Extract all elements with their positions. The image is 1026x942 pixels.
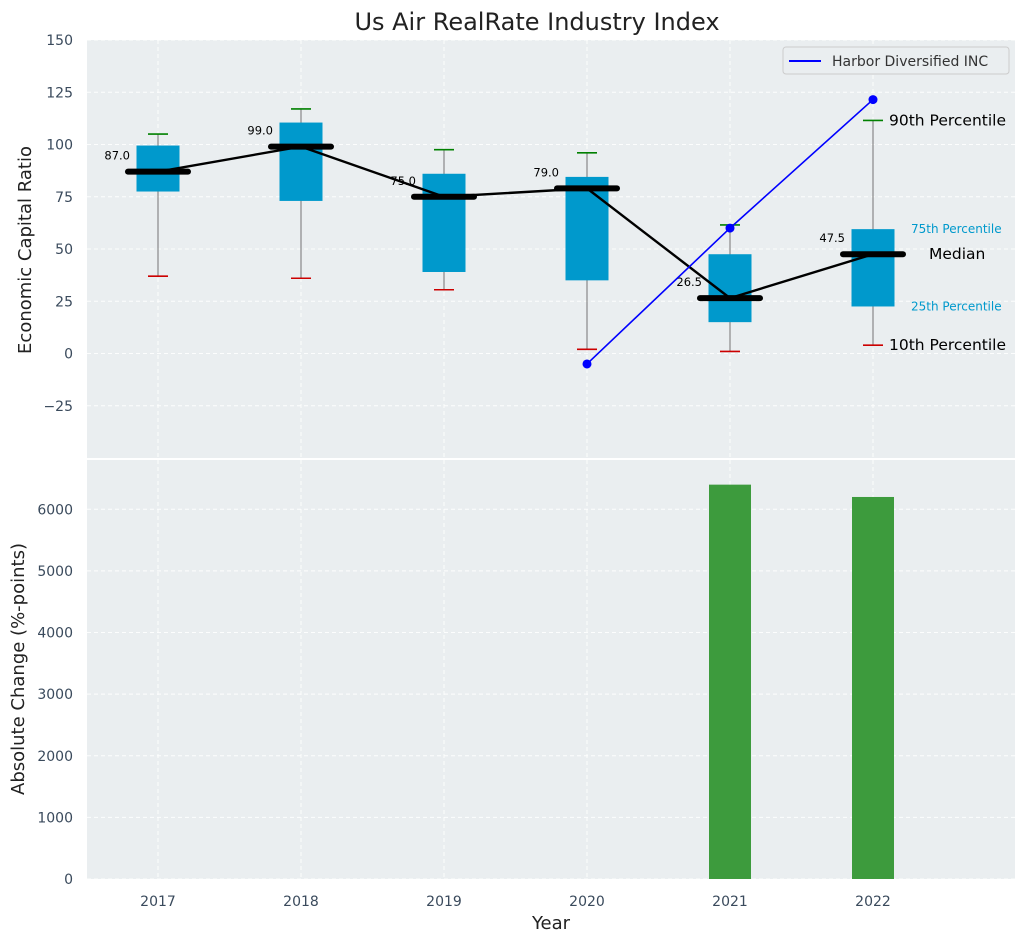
top-y-tick-label: 150 — [46, 33, 73, 49]
company-series — [582, 95, 878, 369]
annotation-p25: 25th Percentile — [911, 299, 1002, 313]
iqr-box — [708, 254, 752, 323]
x-tick-label: 2017 — [140, 894, 176, 910]
x-tick-label: 2019 — [426, 894, 462, 910]
x-tick-label: 2018 — [283, 894, 319, 910]
median-label: 79.0 — [533, 165, 559, 179]
bottom-y-axis-title: Absolute Change (%-points) — [8, 543, 29, 795]
bottom-y-tick-label: 3000 — [37, 687, 73, 703]
box-2020 — [565, 152, 609, 351]
change-bar-2022 — [852, 496, 894, 879]
x-ticks: 2017 2018 2019 2020 2021 2022 — [140, 894, 891, 910]
x-tick-label: 2021 — [712, 894, 748, 910]
median-label: 99.0 — [247, 124, 273, 138]
annotation-p10: 10th Percentile — [889, 336, 1006, 354]
box-plots: 87.0 99.0 75.0 79.0 26.5 47.5 — [104, 108, 906, 353]
top-y-ticks: −25 0 25 50 75 100 125 150 — [43, 33, 73, 415]
iqr-box — [851, 229, 895, 307]
bottom-y-tick-label: 0 — [64, 872, 73, 888]
x-axis-title: Year — [531, 913, 571, 934]
box-2022 — [851, 119, 895, 346]
x-tick-label: 2022 — [855, 894, 891, 910]
median-trend-line — [157, 145, 874, 300]
box-2018 — [279, 108, 323, 280]
company-point — [725, 223, 735, 233]
chart-title: Us Air RealRate Industry Index — [354, 8, 719, 36]
top-y-tick-label: 100 — [46, 138, 73, 154]
bottom-y-tick-label: 2000 — [37, 749, 73, 765]
median-label: 26.5 — [676, 275, 702, 289]
top-y-tick-label: 50 — [55, 242, 73, 258]
bottom-y-tick-label: 5000 — [37, 564, 73, 580]
bottom-y-ticks: 0 1000 2000 3000 4000 5000 6000 — [37, 502, 73, 888]
legend: Harbor Diversified INC — [782, 46, 1010, 75]
company-point — [868, 95, 878, 105]
median-label: 87.0 — [104, 149, 130, 163]
top-y-tick-label: 25 — [55, 294, 73, 310]
iqr-box — [422, 173, 466, 272]
change-bars — [709, 484, 894, 879]
bottom-y-tick-label: 6000 — [37, 502, 73, 518]
bottom-y-tick-label: 4000 — [37, 626, 73, 642]
top-y-axis-title: Economic Capital Ratio — [15, 146, 36, 354]
top-y-tick-label: 0 — [64, 347, 73, 363]
box-2019 — [422, 148, 466, 291]
top-gridlines — [87, 39, 1015, 458]
bottom-y-tick-label: 1000 — [37, 810, 73, 826]
top-y-tick-label: 75 — [55, 190, 73, 206]
top-y-tick-label: 125 — [46, 85, 73, 101]
legend-label: Harbor Diversified INC — [832, 54, 988, 70]
percentile-annotations: 90th Percentile 75th Percentile Median 25th… — [889, 111, 1006, 354]
median-label: 75.0 — [390, 174, 416, 188]
iqr-box — [565, 176, 609, 281]
median-label: 47.5 — [819, 231, 845, 245]
x-tick-label: 2020 — [569, 894, 605, 910]
annotation-p90: 90th Percentile — [889, 111, 1006, 129]
iqr-box — [279, 122, 323, 201]
annotation-p75: 75th Percentile — [911, 222, 1002, 236]
annotation-median: Median — [929, 245, 985, 263]
top-y-tick-label: −25 — [43, 399, 73, 415]
change-bar-2021 — [709, 484, 751, 879]
company-point — [582, 359, 592, 369]
legend-box — [782, 46, 1010, 75]
